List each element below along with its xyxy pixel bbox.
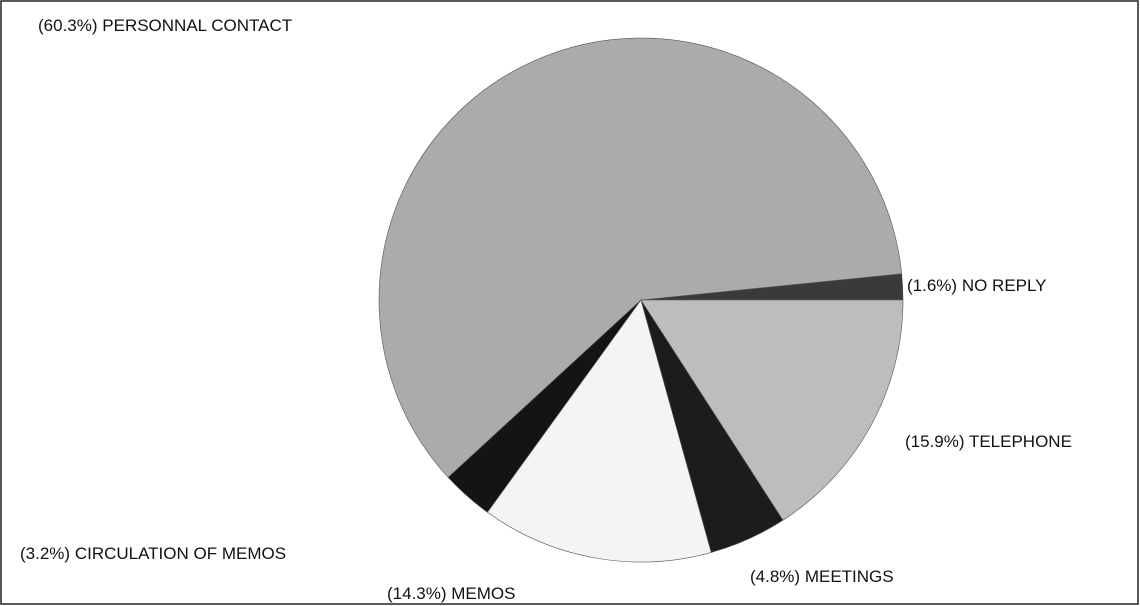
- pie-slice: [640, 299, 904, 521]
- pie-slice: [378, 37, 903, 478]
- slice-label: (14.3%) MEMOS: [387, 584, 516, 603]
- slice-value-label: (14.3%): [387, 584, 447, 603]
- slice-value-label: (60.3%): [38, 16, 98, 35]
- slice-label: (3.2%) CIRCULATION OF MEMOS: [20, 544, 286, 563]
- slice-label: (1.6%) NO REPLY: [907, 276, 1047, 295]
- slice-category: TELEPHONE: [969, 432, 1072, 451]
- slice-category: PERSONNAL CONTACT: [102, 16, 292, 35]
- slice-category: CIRCULATION OF MEMOS: [75, 544, 286, 563]
- slice-label: (15.9%) TELEPHONE: [905, 432, 1072, 451]
- slice-label: (4.8%) MEETINGS: [750, 567, 894, 586]
- slice-value-label: (1.6%): [907, 276, 957, 295]
- slice-value-label: (4.8%): [750, 567, 800, 586]
- slice-category: MEETINGS: [805, 567, 894, 586]
- pie-slice: [487, 299, 712, 563]
- slice-value-label: (3.2%): [20, 544, 70, 563]
- slice-label: (60.3%) PERSONNAL CONTACT: [38, 16, 292, 35]
- slice-category: NO REPLY: [962, 276, 1047, 295]
- slice-category: MEMOS: [451, 584, 515, 603]
- slice-value-label: (15.9%): [905, 432, 965, 451]
